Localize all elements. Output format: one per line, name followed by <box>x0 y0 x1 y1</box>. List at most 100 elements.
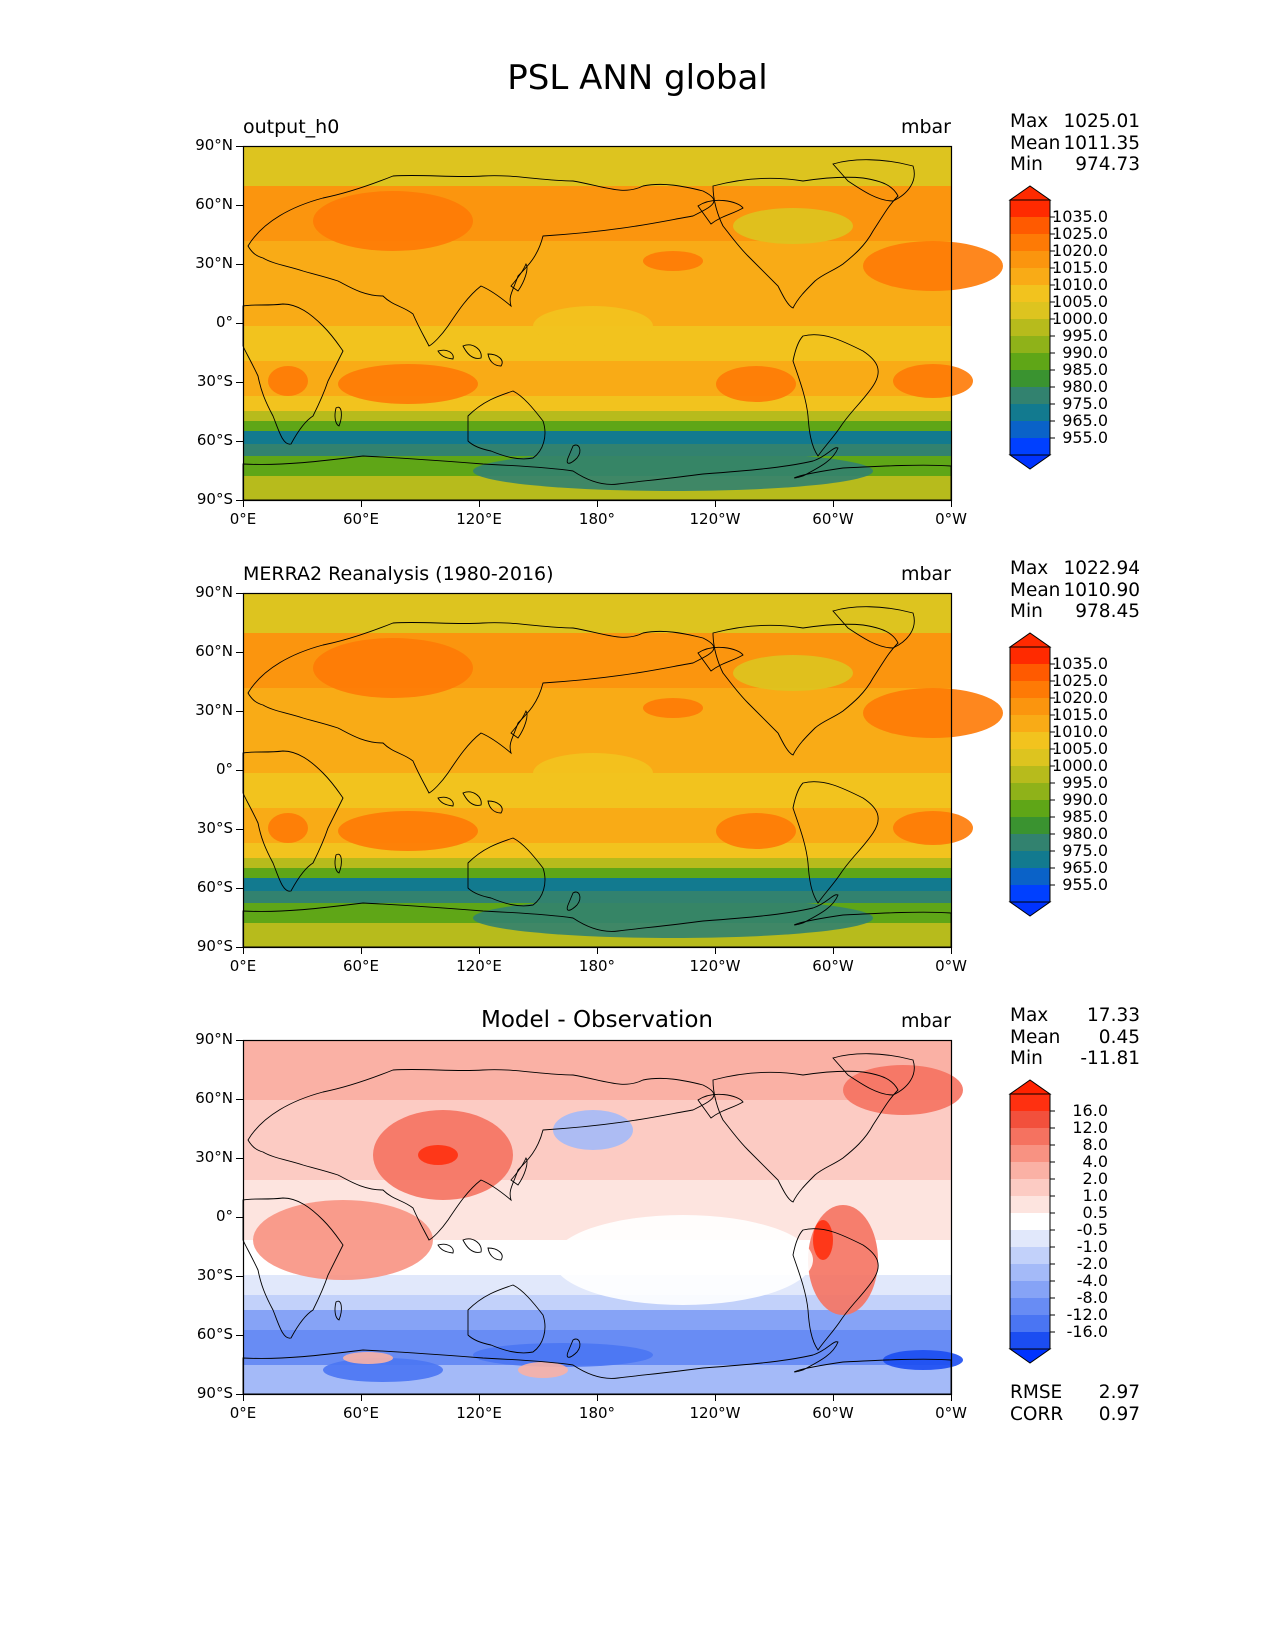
colorbar-frame <box>1009 1093 1051 1350</box>
colorbar-segment <box>1010 800 1050 818</box>
lon-tick-label: 0°W <box>935 1404 967 1422</box>
panel-center-title: Model - Observation <box>480 1007 714 1033</box>
colorbar-segment <box>1010 1230 1050 1248</box>
colorbar-label: -16.0 <box>1067 1322 1108 1341</box>
lat-tick-mark <box>236 205 243 206</box>
colorbar-label: 980.0 <box>1062 377 1108 396</box>
colorbar-label: -8.0 <box>1077 1288 1108 1307</box>
colorbar-label: -0.5 <box>1077 1220 1108 1239</box>
field-anomaly <box>863 688 1003 738</box>
stat-value-rmse: 2.97 <box>1098 1382 1140 1403</box>
field-anomaly <box>716 366 796 402</box>
lon-tick-mark <box>833 947 834 954</box>
stat-row: Min -11.81 <box>1010 1048 1140 1070</box>
lat-tick-mark <box>236 1040 243 1041</box>
lat-tick-label: 90°N <box>195 1030 233 1048</box>
colorbar-label: 955.0 <box>1062 428 1108 447</box>
colorbar-label: 4.0 <box>1083 1152 1108 1171</box>
colorbar-segment <box>1010 1298 1050 1316</box>
lon-tick-label: 120°W <box>689 1404 741 1422</box>
colorbar-label: 1025.0 <box>1052 224 1108 243</box>
colorbar-segment <box>1010 370 1050 388</box>
lat-tick-mark <box>236 1394 243 1395</box>
colorbar-segment <box>1010 1332 1050 1350</box>
lon-tick-label: 0°E <box>229 1404 257 1422</box>
colorbar-segment <box>1010 336 1050 354</box>
lon-tick-label: 60°E <box>342 510 380 528</box>
field-band <box>243 146 951 186</box>
lat-tick-label: 60°S <box>196 878 233 896</box>
colorbar-label: 1035.0 <box>1052 207 1108 226</box>
colorbar-label: -1.0 <box>1077 1237 1108 1256</box>
colorbar-label: 1020.0 <box>1052 241 1108 260</box>
field-band <box>243 431 951 444</box>
field-band <box>243 858 951 868</box>
lon-tick-mark <box>715 500 716 507</box>
lat-tick-mark <box>236 1217 243 1218</box>
lat-tick-label: 60°S <box>196 431 233 449</box>
colorbar-label: 1005.0 <box>1052 739 1108 758</box>
lat-tick-label: 30°S <box>196 372 233 390</box>
colorbar-label: 990.0 <box>1062 343 1108 362</box>
colorbar-segment <box>1010 1196 1050 1214</box>
stats-block: Max 1025.01 Mean 1011.35 Min 974.73 <box>1010 111 1140 176</box>
colorbar-frame <box>1009 199 1051 456</box>
lat-tick-label: 60°N <box>195 195 233 213</box>
field-anomaly <box>716 813 796 849</box>
colorbar-label: 1035.0 <box>1052 654 1108 673</box>
colorbar-segment <box>1010 664 1050 682</box>
stat-value-mean: 1010.90 <box>1063 579 1140 601</box>
colorbar-under-arrow <box>1008 1348 1052 1364</box>
field-anomaly <box>843 1065 963 1115</box>
field-anomaly <box>473 1343 653 1367</box>
map-plot <box>242 592 1003 949</box>
lat-tick-label: 0° <box>215 760 233 778</box>
colorbar-label: 985.0 <box>1062 807 1108 826</box>
lat-tick-mark <box>236 593 243 594</box>
lon-tick-mark <box>479 1394 480 1401</box>
stat-row: Max 17.33 <box>1010 1005 1140 1027</box>
panel-left-title: MERRA2 Reanalysis (1980-2016) <box>243 563 554 585</box>
colorbar-label: 995.0 <box>1062 773 1108 792</box>
colorbar-segment <box>1010 217 1050 235</box>
lat-tick-mark <box>236 947 243 948</box>
colorbar-label: 0.5 <box>1083 1203 1108 1222</box>
colorbar-under-arrow <box>1008 901 1052 917</box>
colorbar-label: 985.0 <box>1062 360 1108 379</box>
lat-tick-label: 90°N <box>195 583 233 601</box>
colorbar-label: -4.0 <box>1077 1271 1108 1290</box>
lat-tick-mark <box>236 711 243 712</box>
colorbar-segment <box>1010 234 1050 252</box>
stat-value-max: 1025.01 <box>1063 111 1140 132</box>
lon-tick-label: 180° <box>578 957 616 975</box>
panel-left-title: output_h0 <box>243 116 340 138</box>
colorbar-label: 1015.0 <box>1052 258 1108 277</box>
lat-tick-mark <box>236 1158 243 1159</box>
stats-block: Max 17.33 Mean 0.45 Min -11.81 <box>1010 1005 1140 1070</box>
lat-tick-label: 0° <box>215 1207 233 1225</box>
colorbar-label: 980.0 <box>1062 824 1108 843</box>
lon-tick-mark <box>479 500 480 507</box>
figure-title: PSL ANN global <box>507 58 768 98</box>
field-band <box>243 1310 951 1330</box>
field-anomaly <box>338 811 478 851</box>
colorbar-label: 2.0 <box>1083 1169 1108 1188</box>
lon-tick-mark <box>361 500 362 507</box>
colorbar-segment <box>1010 851 1050 869</box>
colorbar-label: 965.0 <box>1062 411 1108 430</box>
field-anomaly <box>268 813 308 843</box>
colorbar-segment <box>1010 1111 1050 1129</box>
colorbar-label: -12.0 <box>1067 1305 1108 1324</box>
field-anomaly <box>893 811 973 845</box>
stat-value-max: 17.33 <box>1087 1005 1140 1026</box>
stat-label-mean: Mean <box>1010 132 1061 154</box>
colorbar-segment <box>1010 302 1050 320</box>
lon-tick-label: 120°W <box>689 510 741 528</box>
colorbar-label: 1010.0 <box>1052 275 1108 294</box>
colorbar-label: 990.0 <box>1062 790 1108 809</box>
colorbar-segment <box>1010 319 1050 337</box>
map-plot <box>242 145 1003 502</box>
lon-tick-mark <box>951 1394 952 1401</box>
field-anomaly <box>643 251 703 271</box>
colorbar-segment <box>1010 715 1050 733</box>
